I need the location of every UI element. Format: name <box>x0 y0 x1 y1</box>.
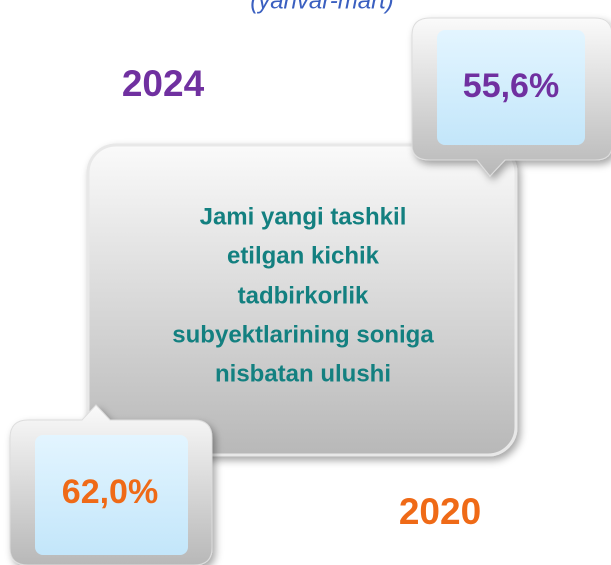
subtitle: (yanvar-mart) <box>250 0 394 14</box>
center-box <box>86 143 518 457</box>
center-line: tadbirkorlik <box>238 282 369 309</box>
top-value: 55,6% <box>463 67 559 105</box>
center-text: Jami yangi tashkil etilgan kichik tadbir… <box>172 203 434 387</box>
center-line: etilgan kichik <box>227 242 380 269</box>
center-line: nisbatan ulushi <box>215 360 391 387</box>
center-line: Jami yangi tashkil <box>200 203 407 230</box>
top-year: 2024 <box>122 63 205 104</box>
top-value-box <box>437 30 585 145</box>
bottom-value-box <box>35 435 188 555</box>
bottom-year: 2020 <box>399 491 481 532</box>
bottom-value: 62,0% <box>62 473 158 511</box>
center-line: subyektlarining soniga <box>172 321 434 348</box>
